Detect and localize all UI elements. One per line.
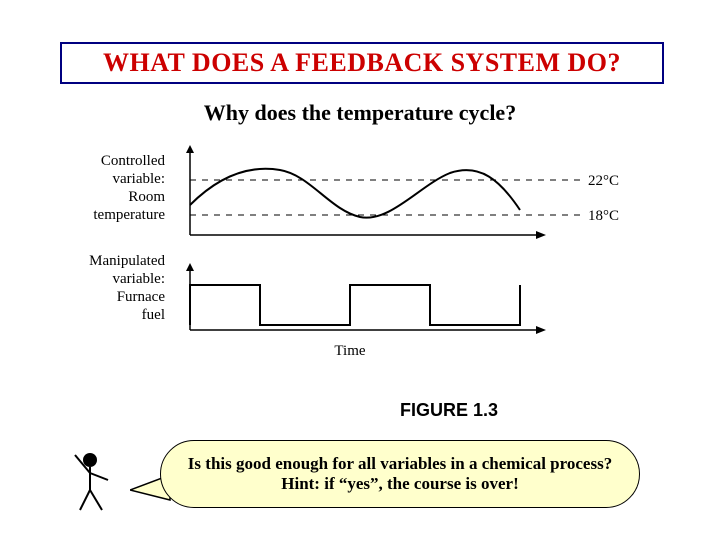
callout-text: Is this good enough for all variables in…	[181, 454, 619, 494]
label-manip-4: fuel	[142, 307, 165, 323]
slide: WHAT DOES A FEEDBACK SYSTEM DO? Why does…	[0, 0, 720, 540]
slide-title: WHAT DOES A FEEDBACK SYSTEM DO?	[62, 48, 662, 78]
label-18c: 18°C	[588, 208, 619, 224]
label-controlled-3: Room	[128, 189, 165, 205]
top-plot: 22°C 18°C	[186, 145, 619, 239]
feedback-figure: Controlled variable: Room temperature Ma…	[60, 140, 660, 400]
stick-figure-icon	[70, 445, 120, 515]
figure-svg: Controlled variable: Room temperature Ma…	[60, 140, 660, 400]
figure-caption: FIGURE 1.3	[400, 400, 498, 421]
label-controlled-2: variable:	[113, 171, 165, 187]
callout: Is this good enough for all variables in…	[60, 440, 660, 520]
label-22c: 22°C	[588, 173, 619, 189]
callout-bubble: Is this good enough for all variables in…	[160, 440, 640, 508]
bottom-plot	[186, 263, 546, 334]
furnace-fuel-step	[190, 285, 520, 325]
room-temp-curve	[190, 169, 520, 218]
slide-subtitle: Why does the temperature cycle?	[0, 100, 720, 126]
label-controlled-4: temperature	[93, 207, 165, 223]
label-manip-1: Manipulated	[89, 253, 165, 269]
title-box: WHAT DOES A FEEDBACK SYSTEM DO?	[60, 42, 664, 84]
x-axis-label: Time	[334, 343, 365, 359]
label-manip-2: variable:	[113, 271, 165, 287]
label-manip-3: Furnace	[117, 289, 166, 305]
label-controlled-1: Controlled	[101, 153, 166, 169]
